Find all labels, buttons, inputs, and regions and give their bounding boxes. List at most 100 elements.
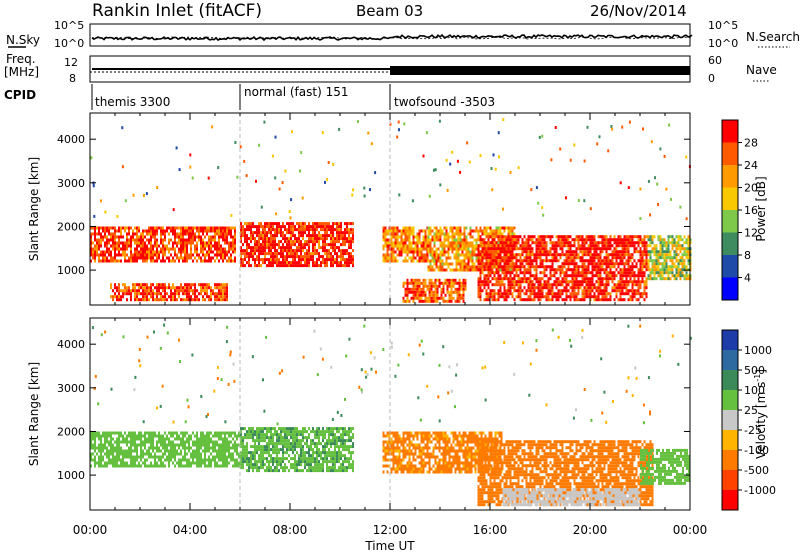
- data-cell-region-4: [551, 253, 554, 257]
- data-cell-region-0: [168, 256, 170, 260]
- data-cell-region-4: [505, 253, 508, 257]
- data-cell-region-6: [202, 295, 204, 299]
- data-cell-region-2: [404, 235, 407, 239]
- data-cell-region-5: [671, 268, 674, 272]
- data-cell-region-1: [276, 252, 278, 256]
- data-cell-region-0: [140, 235, 142, 239]
- data-cell-region-3: [511, 226, 514, 230]
- data-cell-region-1: [342, 258, 344, 262]
- data-cell-region-0: [186, 446, 188, 450]
- data-cell-region-4: [571, 259, 574, 263]
- data-cell-region-7: [412, 296, 415, 300]
- data-cell-region-1: [336, 222, 338, 226]
- data-cell-region-4: [505, 262, 508, 266]
- data-cell-region-0: [98, 226, 100, 230]
- data-cell-region-1: [308, 231, 310, 235]
- data-cell-region-4: [575, 247, 578, 251]
- data-cell-region-1: [292, 252, 294, 256]
- data-cell-region-5: [661, 265, 664, 269]
- data-cell-region-7: [450, 293, 453, 297]
- data-cell-region-4: [585, 241, 588, 245]
- data-cell-region-0: [90, 235, 92, 239]
- data-cell-region-4: [481, 247, 484, 251]
- data-cell-region-4: [597, 268, 600, 272]
- data-cell-region-1: [264, 261, 266, 265]
- data-cell-region-0: [152, 259, 154, 263]
- data-cell-region-4: [507, 250, 510, 254]
- data-cell-region-4: [631, 280, 634, 284]
- data-cell-region-6: [222, 295, 224, 299]
- data-cell-region-4: [527, 244, 530, 248]
- data-cell-region-7: [414, 293, 417, 297]
- data-cell-region-1: [270, 231, 272, 235]
- data-cell-region-0: [116, 440, 118, 444]
- data-cell-region-6: [132, 286, 134, 290]
- data-cell-region-4: [553, 268, 556, 272]
- data-cell-region-4: [641, 262, 644, 266]
- data-cell-region-0: [128, 452, 130, 456]
- data-cell-region-0: [222, 247, 224, 251]
- data-cell-region-5: [677, 253, 680, 257]
- data-cell-region-4: [605, 244, 608, 248]
- data-cell-region-2: [402, 229, 405, 233]
- data-cell-region-0: [166, 256, 168, 260]
- data-cell-region-4: [489, 274, 492, 278]
- data-cell-region-5: [669, 241, 672, 245]
- data-cell-region-4: [519, 256, 522, 260]
- data-cell-region-2: [426, 256, 429, 260]
- data-cell-region-1: [274, 243, 276, 247]
- data-cell-region-2: [384, 256, 387, 260]
- data-cell-region-4: [529, 292, 532, 296]
- data-cell-region-4: [603, 277, 606, 281]
- data-cell-region-4: [613, 238, 616, 242]
- data-cell-region-7: [464, 281, 467, 285]
- data-cell-region-1: [242, 258, 244, 262]
- data-cell-region-1: [292, 258, 294, 262]
- data-cell-region-4: [551, 235, 554, 239]
- data-cell-region-5: [661, 250, 664, 254]
- data-cell-region-4: [511, 247, 514, 251]
- data-cell-region-1: [248, 237, 250, 241]
- velocity-data-regions: [90, 323, 692, 507]
- data-cell-region-1: [274, 240, 276, 244]
- data-cell-region-4: [535, 274, 538, 278]
- data-cell-region-0: [116, 464, 118, 468]
- data-cell-region-1: [326, 255, 328, 259]
- data-cell-region-4: [611, 256, 614, 260]
- data-cell-region-5: [665, 241, 668, 245]
- data-cell-region-5: [659, 268, 662, 272]
- data-cell-region-4: [545, 256, 548, 260]
- data-cell-region-5: [687, 262, 690, 266]
- data-cell-region-1: [254, 264, 256, 268]
- data-cell-region-4: [615, 250, 618, 254]
- data-cell-region-1: [322, 228, 324, 232]
- data-cell-region-3: [427, 241, 430, 245]
- data-cell-region-3: [513, 232, 516, 236]
- data-cell-region-0: [128, 449, 130, 453]
- data-cell-region-4: [601, 244, 604, 248]
- data-cell-region-0: [132, 253, 134, 257]
- data-cell-region-6: [216, 286, 218, 290]
- data-cell-region-0: [152, 464, 154, 468]
- data-cell-region-0: [94, 461, 96, 465]
- data-cell-region-4: [507, 286, 510, 290]
- data-cell-region-1: [318, 237, 320, 241]
- data-cell-region-4: [613, 256, 616, 260]
- data-cell-region-2: [406, 250, 409, 254]
- data-cell-region-1: [264, 249, 266, 253]
- data-cell-scatter: [175, 146, 178, 150]
- data-cell-region-4: [629, 289, 632, 293]
- data-cell-region-4: [575, 268, 578, 272]
- data-cell-region-4: [497, 235, 500, 239]
- data-cell-region-0: [90, 452, 92, 456]
- data-cell-region-4: [499, 289, 502, 293]
- data-cell-region-2: [384, 253, 387, 257]
- data-cell-region-2: [406, 235, 409, 239]
- data-cell-region-0: [190, 455, 192, 459]
- data-cell-region-3: [445, 262, 448, 266]
- data-cell-region-0: [190, 226, 192, 230]
- data-cell-region-3: [471, 241, 474, 245]
- data-cell-region-0: [156, 226, 158, 230]
- data-cell-region-3: [437, 247, 440, 251]
- data-cell-region-1: [346, 222, 348, 226]
